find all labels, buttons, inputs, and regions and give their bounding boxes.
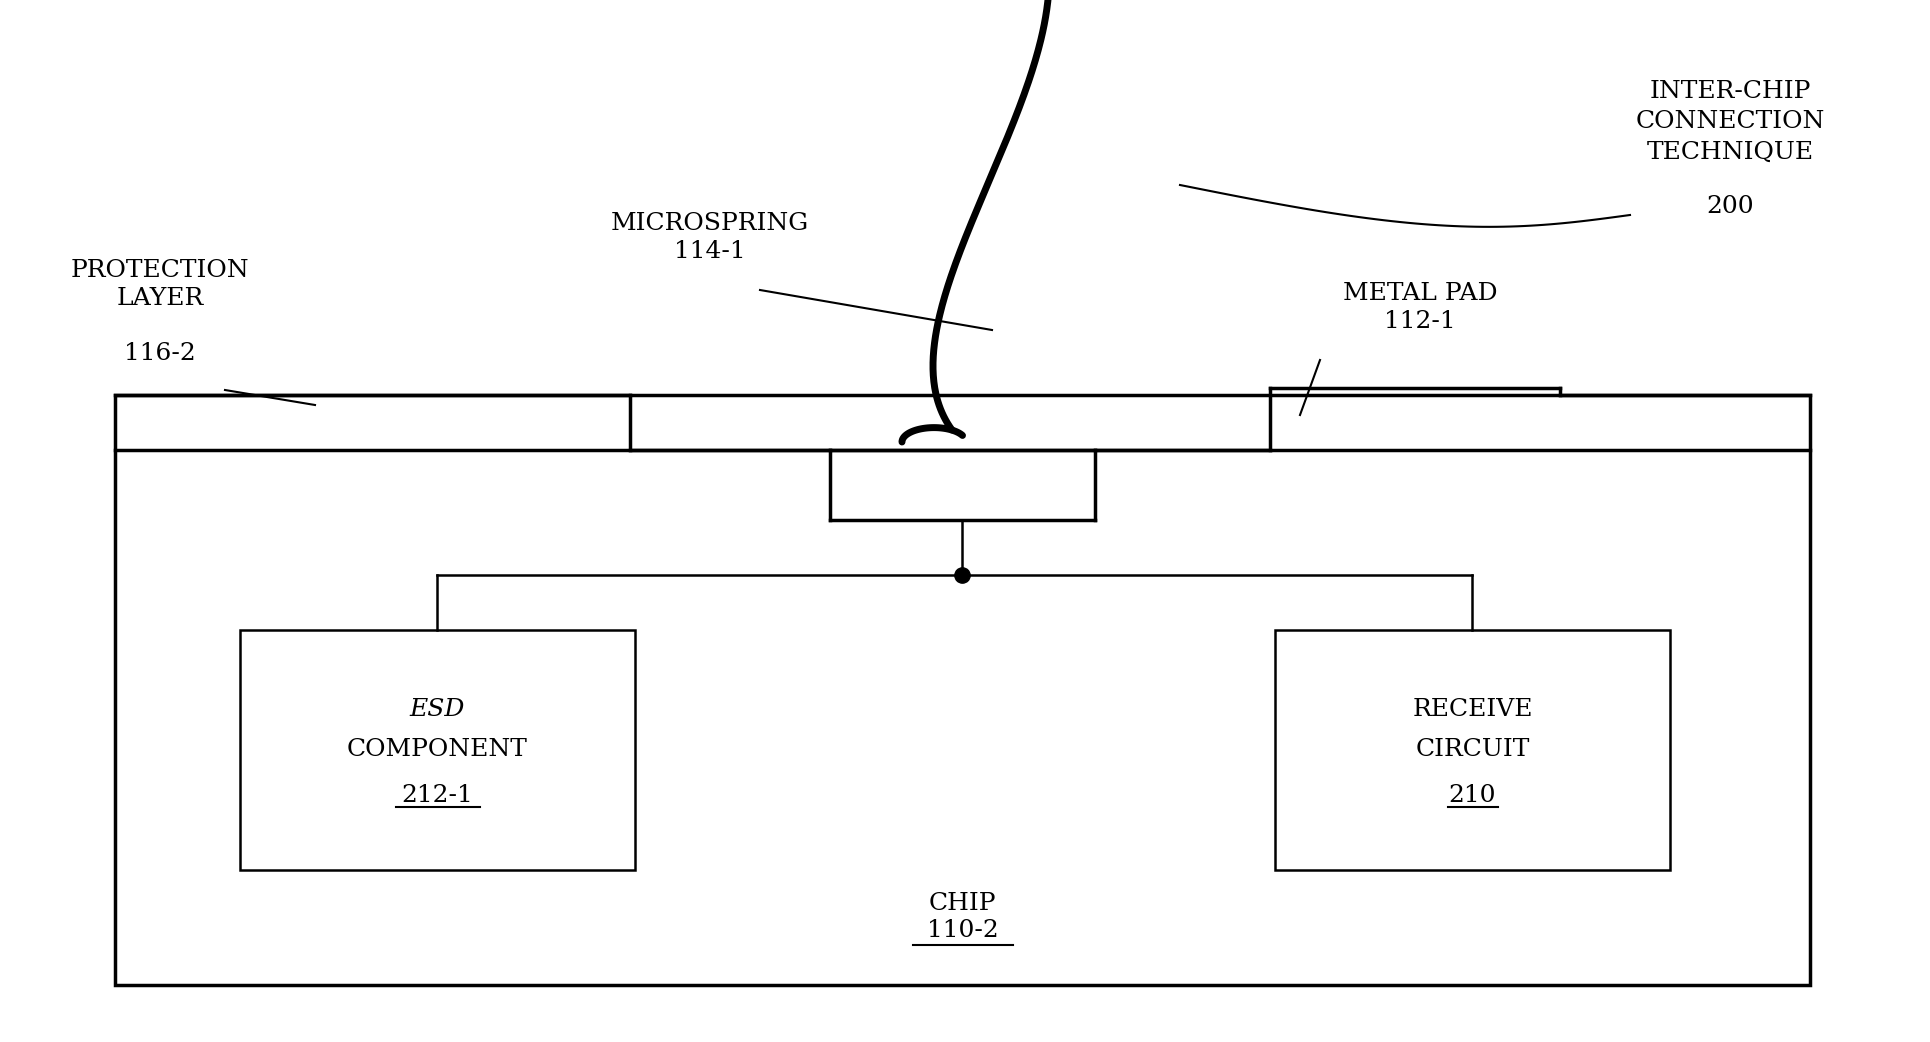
Text: COMPONENT: COMPONENT	[347, 739, 529, 762]
Text: CIRCUIT: CIRCUIT	[1415, 739, 1530, 762]
Text: 110-2: 110-2	[926, 919, 998, 942]
Text: RECEIVE: RECEIVE	[1413, 698, 1532, 721]
Text: ESD: ESD	[409, 698, 465, 721]
Text: 116-2: 116-2	[124, 342, 195, 365]
Text: 200: 200	[1706, 195, 1754, 218]
Text: 114-1: 114-1	[674, 240, 745, 263]
Text: PROTECTION
LAYER: PROTECTION LAYER	[71, 258, 249, 311]
Text: METAL PAD: METAL PAD	[1343, 282, 1498, 305]
Text: 210: 210	[1449, 784, 1496, 807]
Bar	[116, 395, 1810, 985]
Bar	[1276, 630, 1669, 870]
Text: CHIP: CHIP	[928, 892, 996, 915]
Bar	[239, 630, 635, 870]
Text: MICROSPRING: MICROSPRING	[612, 212, 809, 235]
Text: 212-1: 212-1	[401, 784, 473, 807]
Text: 112-1: 112-1	[1384, 311, 1455, 333]
Text: INTER-CHIP
CONNECTION
TECHNIQUE: INTER-CHIP CONNECTION TECHNIQUE	[1635, 80, 1824, 164]
